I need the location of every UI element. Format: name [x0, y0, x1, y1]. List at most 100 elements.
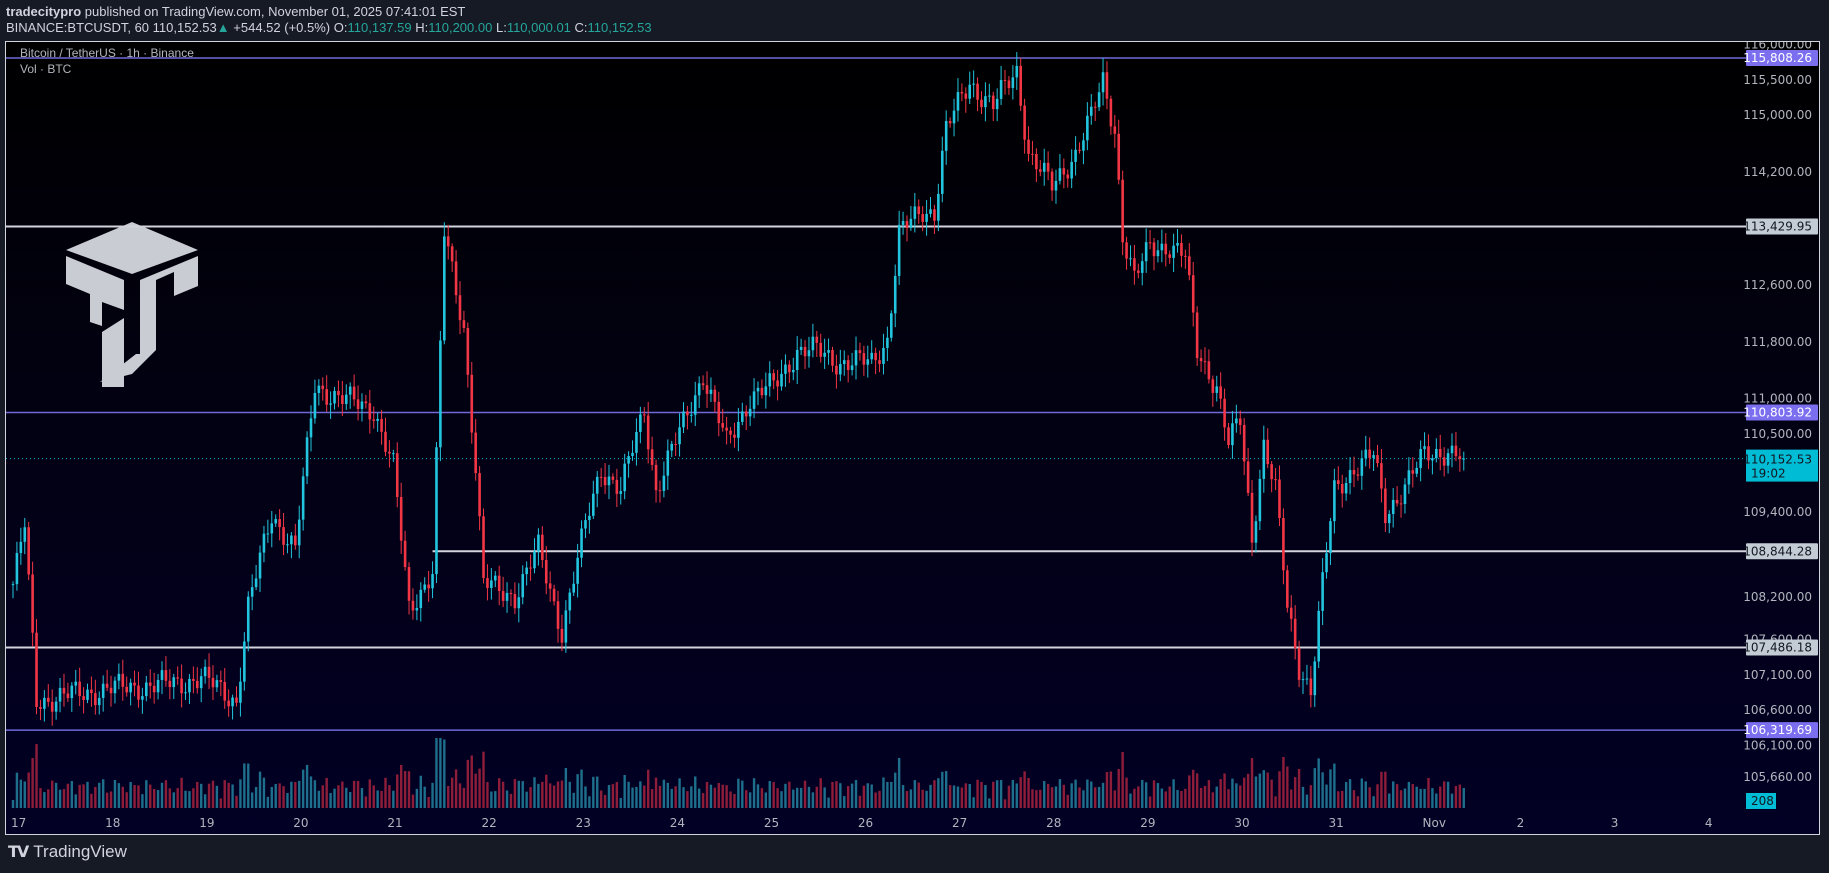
volume-bar [51, 780, 54, 808]
candle-body [1395, 499, 1399, 504]
candle-body [917, 206, 921, 215]
volume-bar [1203, 785, 1207, 808]
volume-bar [674, 786, 677, 808]
volume-bar [188, 791, 191, 808]
volume-bar [239, 779, 242, 808]
volume-bar [1301, 786, 1305, 808]
volume-bar [874, 792, 877, 808]
volume-bar [537, 783, 540, 808]
candle-body [325, 389, 328, 405]
volume-bar [62, 789, 66, 808]
volume-bar [627, 781, 630, 808]
candle-body [784, 364, 787, 374]
candle-body [525, 567, 528, 575]
volume-bar [1019, 777, 1022, 808]
candle-body [27, 527, 30, 575]
candle-body [662, 475, 666, 491]
volume-bar [1333, 763, 1336, 808]
candle-body [831, 350, 834, 366]
volume-bar [1035, 790, 1038, 808]
price-tick-label: 110,500.00 [1743, 427, 1812, 441]
brand-name: TradingView [33, 842, 127, 861]
volume-bar [1286, 766, 1289, 808]
candle-body [1254, 521, 1258, 543]
candle-body [1286, 570, 1289, 608]
volume-bar [913, 780, 917, 808]
candle-body [541, 534, 544, 561]
volume-bar [156, 790, 160, 808]
candle-body [631, 452, 634, 457]
candle-body [642, 414, 646, 416]
open-label: O: [333, 20, 348, 35]
volume-bar [439, 738, 442, 808]
chart-panel[interactable]: 116,000.00 115,500.00 115,000.00 114,200.00… [5, 41, 1820, 835]
price-chart[interactable]: 116,000.00 115,500.00 115,000.00 114,200.00… [6, 42, 1820, 835]
candle-body [1242, 424, 1246, 462]
volume-bar [109, 791, 113, 808]
time-tick-label: 17 [11, 816, 26, 830]
volume-bar [376, 790, 379, 808]
candle-body [623, 463, 626, 492]
volume-bar [1160, 788, 1164, 808]
candle-body [897, 224, 901, 276]
volume-bar [784, 783, 787, 808]
candle-body [729, 430, 732, 435]
candle-body [321, 385, 325, 390]
volume-bar [807, 786, 811, 808]
volume-bar [1144, 782, 1148, 808]
volume-bar [1101, 782, 1105, 808]
volume-bar [141, 794, 144, 808]
tradingview-brand[interactable]: 𝗧𝗩 TradingView [8, 842, 127, 862]
candle-body [1039, 169, 1042, 172]
candle-body [1133, 258, 1136, 271]
volume-bar [1442, 781, 1446, 808]
volume-bar [223, 780, 226, 808]
candle-body [474, 432, 477, 474]
volume-bar [435, 738, 438, 808]
volume-legend[interactable]: Vol · BTC [20, 62, 72, 76]
volume-bar [1254, 776, 1258, 808]
volume-bar [839, 783, 842, 808]
candle-body [1195, 312, 1199, 359]
level-price-tag [1746, 218, 1818, 235]
candle-body [199, 676, 203, 689]
volume-bar [180, 777, 183, 808]
volume-bar [1360, 778, 1364, 808]
candle-body [595, 476, 599, 494]
candle-body [1121, 179, 1124, 243]
author-name[interactable]: tradecitypro [6, 4, 82, 19]
candle-body [1235, 418, 1238, 424]
volume-bar [290, 781, 293, 808]
volume-bar [788, 781, 791, 808]
candle-body [1301, 679, 1305, 681]
series-legend[interactable]: Bitcoin / TetherUS · 1h · Binance [20, 46, 194, 60]
volume-bar [474, 773, 477, 808]
volume-bar [752, 778, 756, 808]
time-tick-label: 30 [1234, 816, 1249, 830]
volume-bar [1156, 783, 1160, 808]
candle-body [1368, 449, 1371, 458]
level-price-tag [1746, 50, 1818, 66]
volume-bar [1172, 779, 1175, 808]
volume-bar [1086, 779, 1089, 808]
candle-body [1344, 483, 1348, 494]
candle-body [1011, 77, 1015, 89]
candle-body [450, 246, 454, 262]
volume-bar [403, 771, 407, 808]
candle-body [1313, 661, 1317, 696]
candle-body [262, 533, 266, 553]
candle-body [274, 519, 278, 524]
candle-body [548, 583, 552, 589]
volume-bar [23, 781, 26, 808]
volume-bar [176, 788, 179, 808]
candle-body [1462, 458, 1466, 460]
candle-body [380, 418, 383, 432]
volume-bar [1356, 796, 1360, 808]
volume-bar [1348, 779, 1352, 808]
volume-bar [172, 792, 175, 808]
volume-bar [462, 787, 466, 808]
candle-body [1078, 149, 1081, 151]
candle-body [646, 415, 650, 450]
candle-body [90, 689, 93, 694]
volume-bar [1078, 787, 1081, 808]
